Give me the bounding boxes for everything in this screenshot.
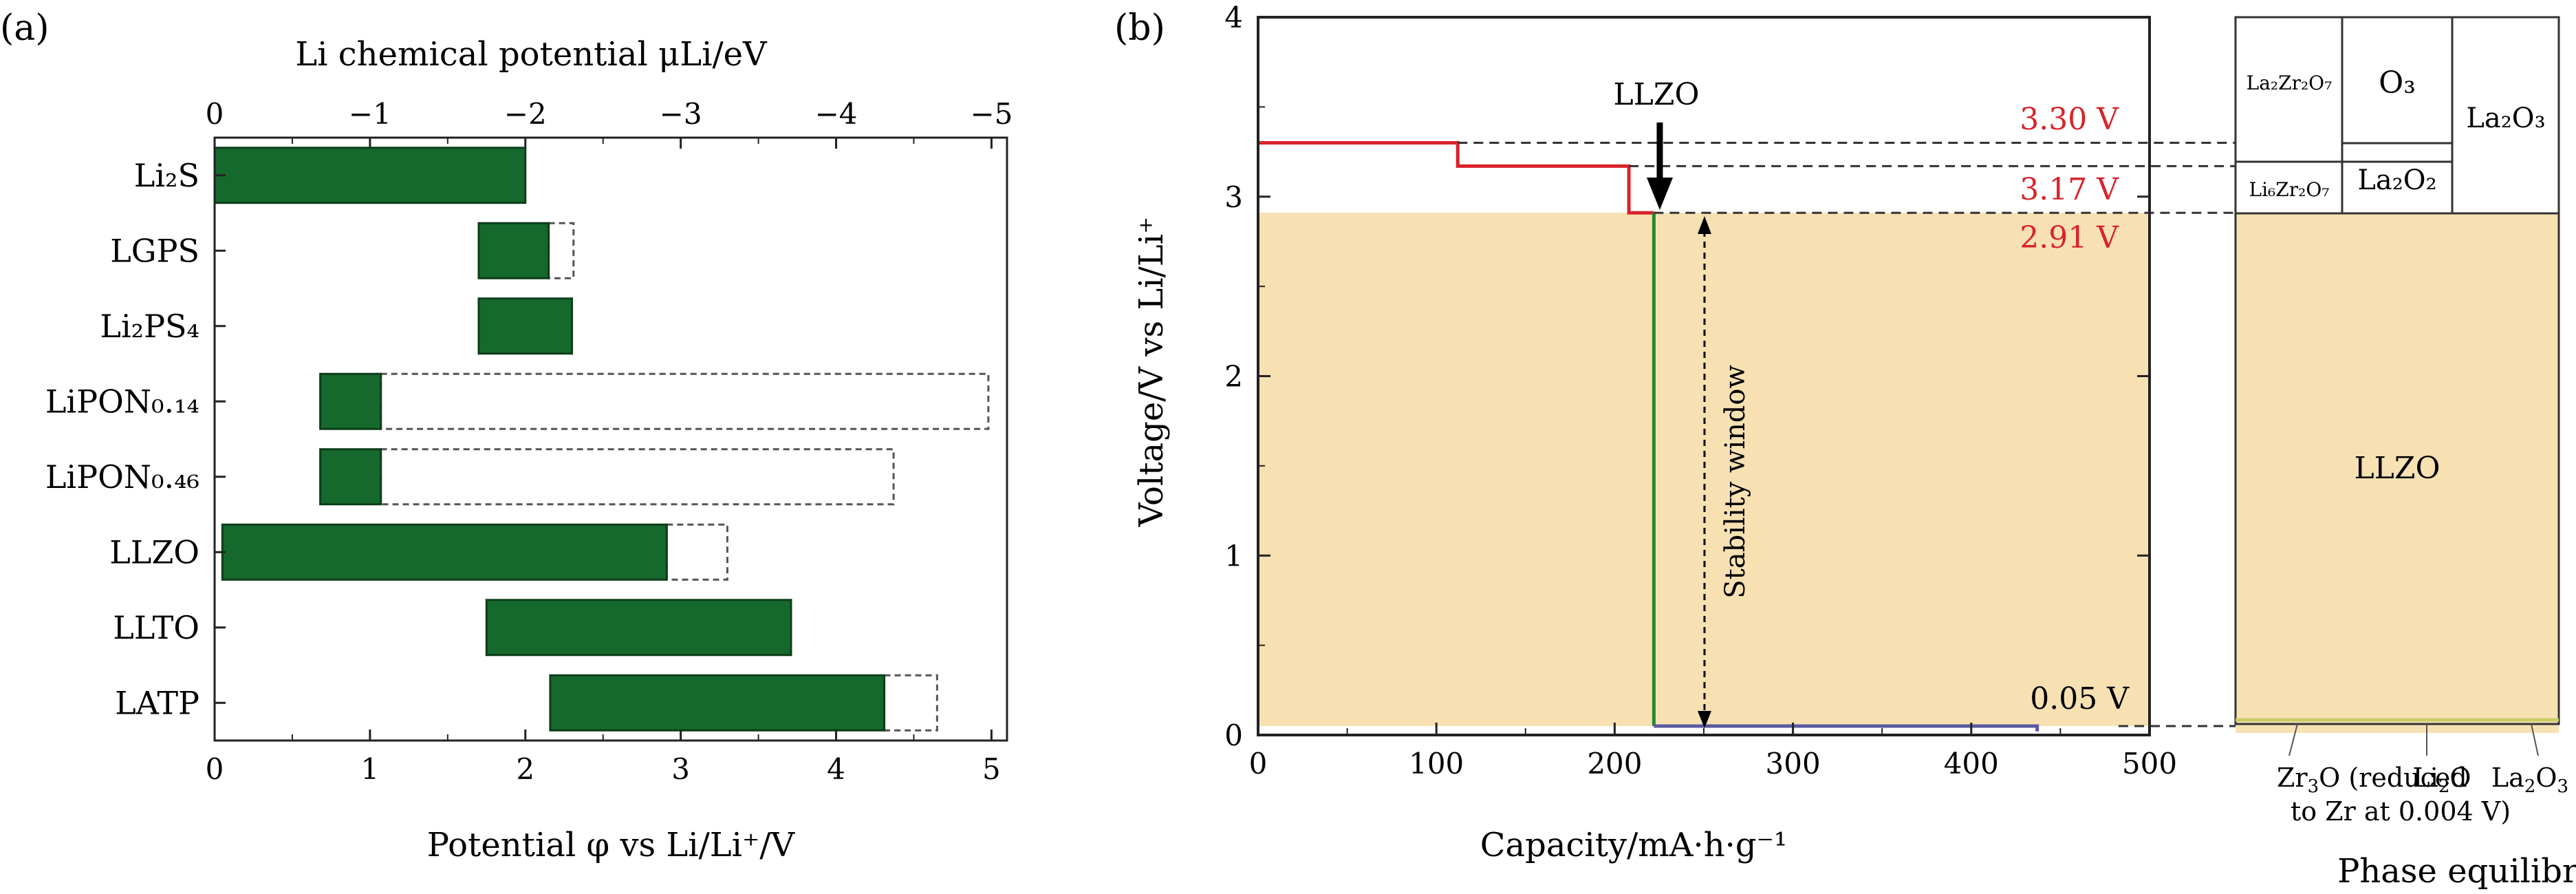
category-label-2: Li₂PS₄ bbox=[100, 308, 199, 345]
phase-table bbox=[2234, 16, 2560, 725]
category-label-0: Li₂S bbox=[134, 157, 199, 194]
y-tick-label-1: 1 bbox=[1224, 539, 1243, 573]
top-tick-label-5: −5 bbox=[970, 97, 1013, 131]
voltage-label-0.05: 0.05 V bbox=[2030, 681, 2130, 716]
x-tick-label-0: 0 bbox=[206, 752, 224, 786]
x-tick-label-3: 3 bbox=[671, 752, 690, 786]
extension-bar-5 bbox=[665, 523, 728, 581]
phase-zr3o-line2: to Zr at 0.004 V) bbox=[2291, 796, 2511, 827]
capacity-axis-label: Capacity/mA·h·g⁻¹ bbox=[1480, 826, 1787, 864]
voltage-label-3.17: 3.17 V bbox=[2020, 172, 2119, 207]
capacity-axis: 0 100 200 300 400 500 bbox=[1249, 723, 2177, 780]
stability-bar-6 bbox=[485, 599, 792, 657]
stability-bar-2 bbox=[477, 297, 574, 355]
phase-llzo: LLZO bbox=[2354, 451, 2440, 486]
y-tick-label-3: 3 bbox=[1224, 180, 1243, 214]
voltage-axis-label: Voltage/V vs Li/Li⁺ bbox=[1132, 217, 1171, 528]
voltage-axis: 0 1 2 3 4 bbox=[1224, 1, 2150, 752]
cap-tick-label-4: 400 bbox=[1944, 747, 1999, 780]
category-label-3: LiPON₀.₁₄ bbox=[45, 383, 199, 420]
voltage-series-2 bbox=[1654, 724, 2039, 732]
x-tick-label-2: 2 bbox=[516, 752, 534, 786]
y-tick-label-2: 2 bbox=[1224, 360, 1243, 394]
x-tick-label-1: 1 bbox=[361, 752, 380, 786]
stability-bar-0 bbox=[213, 147, 527, 204]
extension-bar-3 bbox=[380, 372, 990, 430]
phase-la2o3-bottom: La2O3 bbox=[2491, 763, 2568, 797]
cap-tick-label-3: 300 bbox=[1766, 747, 1821, 780]
bottom-axis: 0 1 2 3 4 5 bbox=[206, 730, 1001, 786]
llzo-arrow bbox=[1647, 123, 1673, 210]
stability-bar-1 bbox=[477, 222, 550, 279]
plot-a-bars bbox=[213, 147, 990, 732]
top-tick-label-3: −3 bbox=[660, 97, 702, 131]
phase-llzo-region bbox=[2236, 213, 2559, 733]
phase-la2o2: La₂O₂ bbox=[2357, 164, 2436, 196]
x-tick-label-5: 5 bbox=[982, 752, 1001, 786]
category-label-7: LATP bbox=[115, 684, 199, 721]
voltage-profile bbox=[1258, 141, 2039, 732]
dashed-guides bbox=[1458, 142, 2236, 727]
stability-bar-4 bbox=[319, 448, 382, 506]
y-tick-label-0: 0 bbox=[1224, 719, 1243, 752]
voltage-label-2.91: 2.91 V bbox=[2020, 220, 2119, 255]
category-label-1: LGPS bbox=[110, 232, 199, 269]
top-axis-label: Li chemical potential μLi/eV bbox=[295, 35, 768, 74]
phase-la2zr2o7: La₂Zr₂O₇ bbox=[2247, 72, 2333, 94]
stability-window-label: Stability window bbox=[1720, 365, 1751, 598]
phase-o3: O₃ bbox=[2379, 65, 2416, 100]
top-tick-label-1: −1 bbox=[349, 97, 391, 131]
category-label-4: LiPON₀.₄₆ bbox=[45, 458, 199, 496]
x-tick-label-4: 4 bbox=[827, 752, 845, 786]
stability-bar-3 bbox=[319, 372, 382, 430]
panel-b-label: (b) bbox=[1114, 8, 1165, 49]
voltage-label-3.30: 3.30 V bbox=[2020, 102, 2119, 137]
top-tick-label-0: 0 bbox=[206, 97, 224, 131]
y-tick-label-4: 4 bbox=[1224, 1, 1243, 34]
voltage-series-0 bbox=[1258, 141, 1654, 215]
plot-a-frame bbox=[213, 136, 1008, 742]
top-axis: 0 −1 −2 −3 −4 −5 bbox=[206, 97, 1013, 149]
top-tick-label-4: −4 bbox=[815, 97, 858, 131]
cap-tick-label-2: 200 bbox=[1587, 747, 1642, 780]
llzo-arrow-label: LLZO bbox=[1613, 77, 1699, 112]
cap-tick-label-0: 0 bbox=[1249, 747, 1268, 780]
cap-tick-label-1: 100 bbox=[1409, 747, 1464, 780]
extension-bar-7 bbox=[883, 674, 938, 732]
category-label-6: LLTO bbox=[113, 609, 199, 646]
cap-tick-label-5: 500 bbox=[2122, 747, 2177, 780]
phase-pointer-lines bbox=[2288, 723, 2539, 756]
extension-bar-1 bbox=[548, 222, 575, 279]
phase-la2o3: La₂O₃ bbox=[2466, 103, 2545, 134]
category-label-5: LLZO bbox=[109, 533, 199, 571]
stability-window-arrow bbox=[1698, 216, 1711, 728]
top-tick-label-2: −2 bbox=[504, 97, 547, 131]
category-labels: Li₂S LGPS Li₂PS₄ LiPON₀.₁₄ LiPON₀.₄₆ LLZO LLTO… bbox=[45, 157, 199, 722]
phase-equilibria-title: Phase equilibria bbox=[2337, 852, 2576, 891]
bottom-axis-label: Potential φ vs Li/Li⁺/V bbox=[427, 826, 796, 864]
stability-bar-7 bbox=[549, 674, 886, 732]
extension-bar-4 bbox=[380, 448, 895, 506]
phase-li6zr2o7: Li₆Zr₂O₇ bbox=[2249, 178, 2329, 201]
panel-a-label: (a) bbox=[0, 8, 50, 49]
stability-bar-5 bbox=[221, 523, 668, 581]
